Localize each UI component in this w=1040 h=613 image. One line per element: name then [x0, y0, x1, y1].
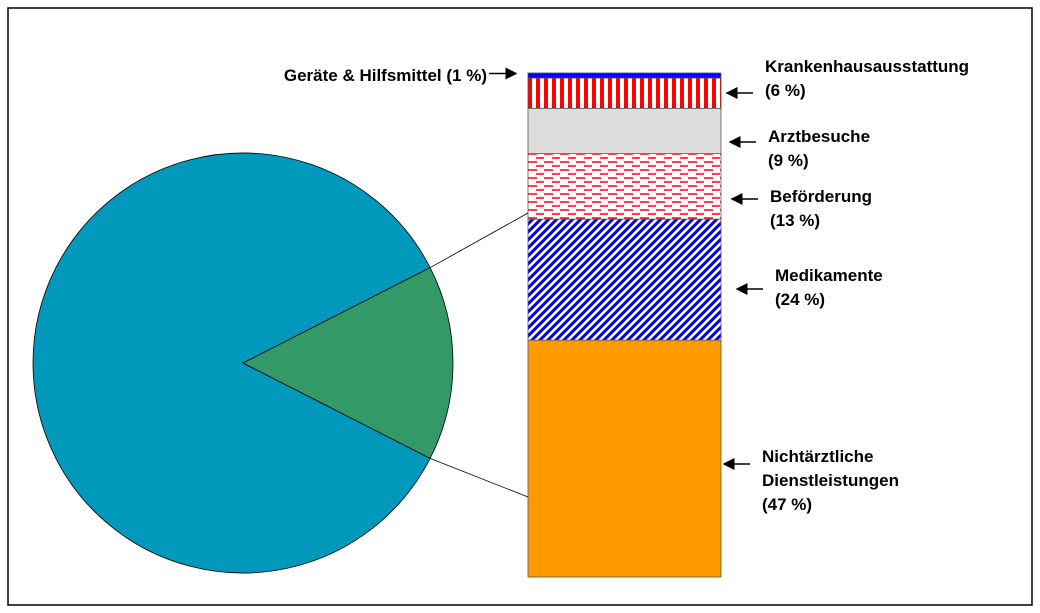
pie-slice [242, 267, 454, 459]
category-label: Nichtärztliche Dienstleistungen [762, 447, 899, 490]
category-label: Beförderung [770, 187, 872, 206]
connector [429, 212, 529, 269]
segment-label: Nichtärztliche Dienstleistungen (47 %) [762, 445, 962, 517]
segment-label: Geräte & Hilfsmittel (1 %) [284, 64, 487, 88]
category-label: Geräte & Hilfsmittel [283, 66, 442, 85]
bar-segment [527, 339, 722, 578]
segment-label: Beförderung (13 %) [770, 185, 970, 233]
value-label: (1 %) [446, 66, 487, 85]
segment-label: Medikamente (24 %) [775, 264, 975, 312]
bar-segment [527, 77, 722, 109]
segment-label: Krankenhausausstattung (6 %) [765, 55, 970, 103]
bar-segment [527, 107, 722, 155]
segment-label: Arztbesuche (9 %) [768, 125, 968, 173]
bar-segment [527, 153, 722, 220]
connector [429, 457, 529, 498]
frame [7, 7, 1033, 606]
bar-segment [527, 72, 722, 79]
category-label: Krankenhausausstattung [765, 57, 970, 76]
value-label: (13 %) [770, 211, 821, 230]
value-label: (24 %) [775, 290, 826, 309]
value-label: (47 %) [762, 495, 813, 514]
value-label: (9 %) [768, 151, 809, 170]
bar-segment [527, 218, 722, 341]
category-label: Arztbesuche [768, 127, 871, 146]
category-label: Medikamente [775, 266, 883, 285]
pie-slice [32, 152, 431, 574]
value-label: (6 %) [765, 81, 806, 100]
